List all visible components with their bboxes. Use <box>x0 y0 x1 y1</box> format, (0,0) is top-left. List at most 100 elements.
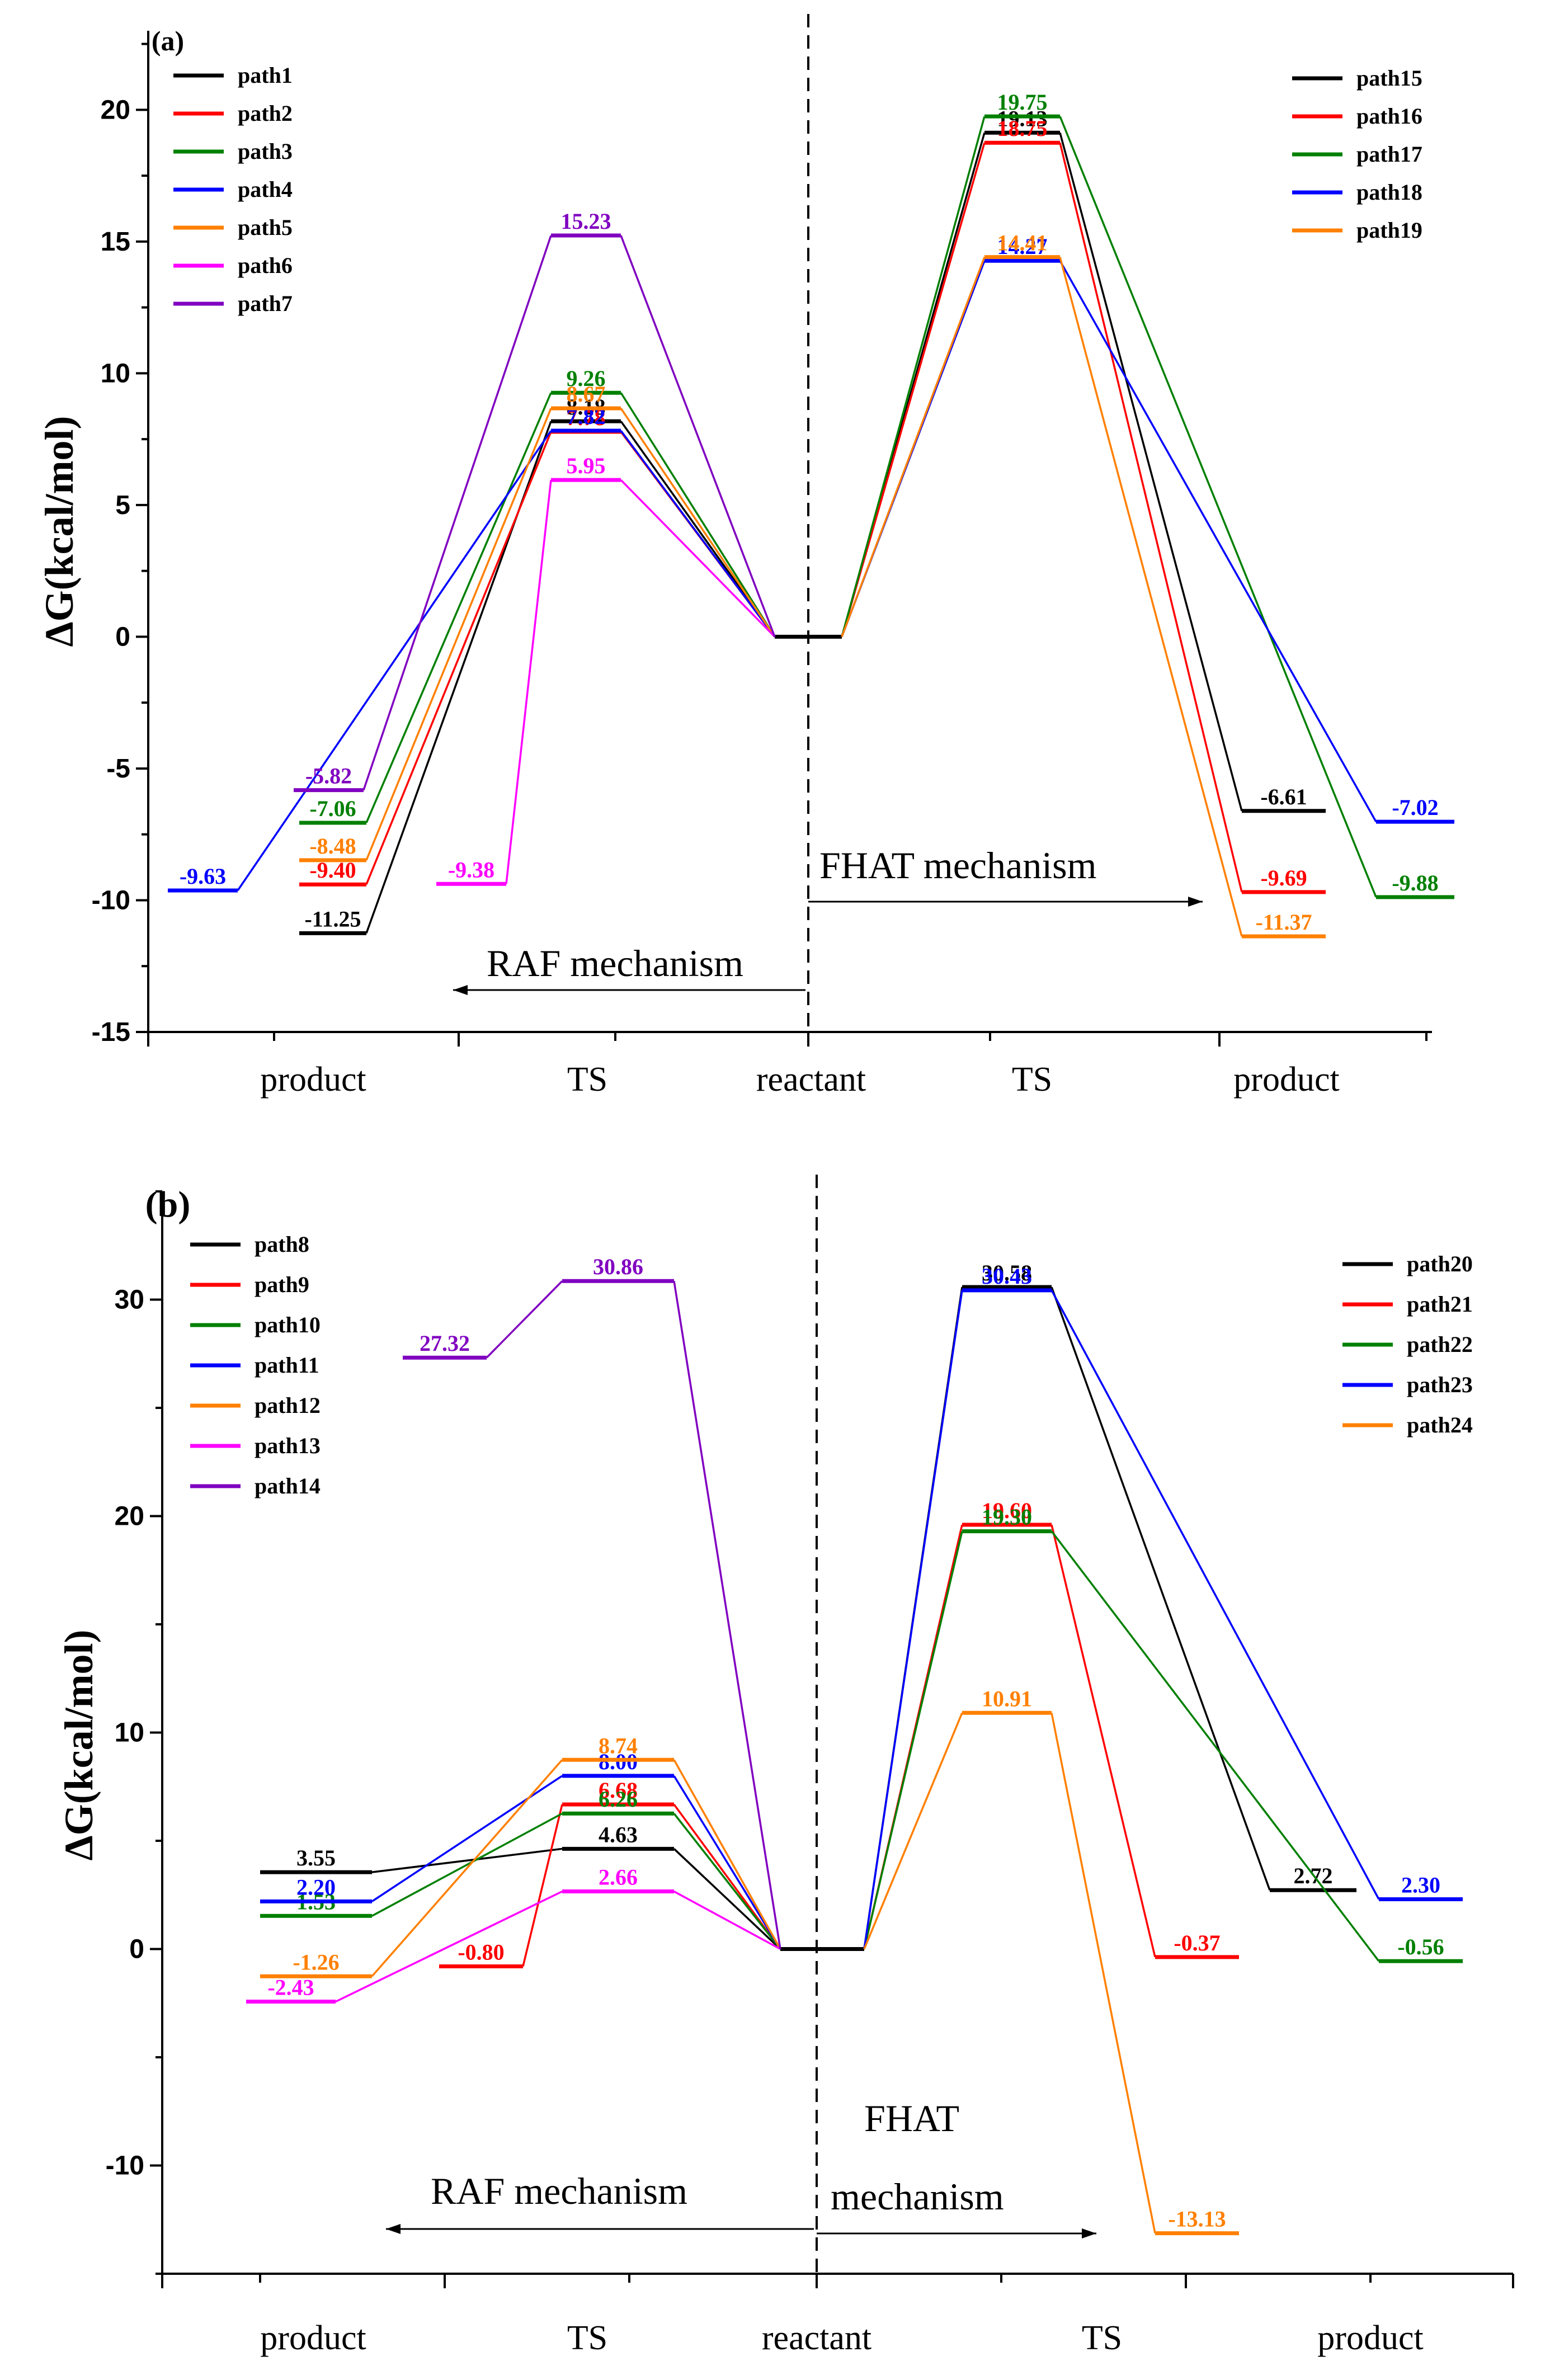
series-path24-connector-reactant-ts <box>863 1712 963 1950</box>
series-path6-connector-ts-reactant <box>620 479 776 638</box>
legend-label-path6: path6 <box>238 253 293 278</box>
legend-label-path13: path13 <box>255 1433 321 1458</box>
legend-label-path1: path1 <box>238 63 293 88</box>
legend-label-path5: path5 <box>238 215 293 240</box>
series-path19-ts-value: 14.41 <box>997 230 1048 256</box>
x-category-label: TS <box>1012 1061 1052 1099</box>
raf-arrow-head <box>386 2224 401 2234</box>
series-path24-ts-value: 10.91 <box>982 1686 1032 1711</box>
legend-label-path9: path9 <box>255 1272 309 1297</box>
x-category-label: TS <box>567 2319 607 2357</box>
series-path19-connector-ts-product <box>1059 257 1243 937</box>
fhat-mechanism-label-line2: mechanism <box>831 2175 1004 2218</box>
series-path18-product-value: -7.02 <box>1392 795 1438 820</box>
legend-label-path20: path20 <box>1407 1251 1473 1276</box>
y-tick-label: 0 <box>129 1935 144 1964</box>
legend-label-path19: path19 <box>1356 218 1422 243</box>
series-path7-product-value: -5.82 <box>305 764 352 789</box>
series-path17-connector-ts-product <box>1059 116 1377 898</box>
series-path1-product-value: -11.25 <box>304 906 361 931</box>
series-path21-ts-value: 19.60 <box>982 1498 1032 1523</box>
series-path11-connector-ts-reactant <box>673 1775 781 1950</box>
legend-label-path7: path7 <box>238 291 293 316</box>
series-path15-ts-value: 19.13 <box>997 106 1048 131</box>
y-tick-label: 30 <box>115 1285 144 1315</box>
fhat-arrow-head <box>1188 897 1203 907</box>
legend-label-path18: path18 <box>1356 180 1422 205</box>
series-path21-connector-ts-product <box>1050 1524 1156 1958</box>
panel-label: (a) <box>152 25 184 56</box>
series-path3-connector-product-ts <box>365 392 552 823</box>
legend-label-path4: path4 <box>238 177 293 202</box>
series-path23-ts-value: 30.43 <box>982 1264 1032 1289</box>
series-path16-connector-ts-product <box>1059 142 1243 893</box>
legend-label-path15: path15 <box>1356 65 1422 91</box>
legend-label-path8: path8 <box>255 1232 309 1257</box>
legend-label-path12: path12 <box>255 1393 321 1418</box>
series-path23-connector-reactant-ts <box>863 1290 963 1949</box>
y-tick-label: 5 <box>115 491 130 520</box>
series-path20-ts-value: 30.58 <box>982 1260 1032 1285</box>
y-tick-label: 20 <box>115 1502 144 1531</box>
series-path8-product-value: 3.55 <box>296 1845 336 1870</box>
series-path10-connector-product-ts <box>371 1812 563 1917</box>
series-path3-ts-value: 9.26 <box>567 366 606 391</box>
series-path4-connector-ts-reactant <box>620 430 776 638</box>
series-path14-ts-value: 30.86 <box>593 1254 643 1279</box>
series-path3-product-value: -7.06 <box>309 796 356 821</box>
series-path16-ts-value: 18.75 <box>997 116 1048 141</box>
series-path4-product-value: -9.63 <box>180 864 226 889</box>
series-path5-product-value: -8.48 <box>309 833 356 859</box>
series-path6-connector-product-ts <box>505 479 552 884</box>
x-category-label: TS <box>567 1061 607 1099</box>
legend-label-path14: path14 <box>255 1473 321 1498</box>
y-tick-label: 10 <box>115 1718 144 1748</box>
series-path18-connector-ts-product <box>1059 260 1377 822</box>
series-path15-product-value: -6.61 <box>1260 784 1307 809</box>
panel-a-chart: 20 15 10 5 0 -5 -10 -15 product TS reactant TS produ… <box>37 14 1454 1099</box>
legend-label-path2: path2 <box>238 101 293 126</box>
series-path15-connector-ts-product <box>1059 132 1243 812</box>
y-axis-title: ΔG(kcal/mol) <box>56 1629 101 1860</box>
x-category-label: product <box>260 1061 366 1099</box>
x-category-label: reactant <box>762 2319 871 2357</box>
series-path4-connector-product-ts <box>237 430 552 892</box>
series-path12-product-value: -1.26 <box>293 1949 339 1974</box>
series-path6-ts-value: 5.95 <box>567 453 606 478</box>
series-path17-product-value: -9.88 <box>1392 870 1438 896</box>
raf-arrow-head <box>453 985 468 995</box>
legend-label-path21: path21 <box>1407 1292 1473 1317</box>
series-path9-connector-product-ts <box>522 1804 563 1967</box>
y-tick-label: -5 <box>106 754 130 784</box>
x-category-label: TS <box>1082 2319 1122 2357</box>
x-category-label: product <box>1317 2319 1423 2357</box>
series-path13-ts-value: 2.66 <box>599 1865 638 1890</box>
series-path21-product-value: -0.37 <box>1174 1930 1220 1955</box>
series-path20-connector-ts-product <box>1050 1286 1271 1891</box>
series-path8-ts-value: 4.63 <box>599 1822 638 1847</box>
series-path22-product-value: -0.56 <box>1397 1934 1444 1959</box>
series-path16-product-value: -9.69 <box>1260 865 1307 890</box>
series-path22-ts-value: 19.30 <box>982 1505 1032 1530</box>
y-tick-label: -10 <box>106 2151 144 2181</box>
legend-label-path16: path16 <box>1356 103 1422 129</box>
legend-label-path24: path24 <box>1407 1412 1473 1438</box>
y-axis-title: ΔG(kcal/mol) <box>37 416 82 647</box>
series-path17-connector-reactant-ts <box>841 116 986 637</box>
y-tick-label: 15 <box>101 227 130 257</box>
legend-label-path17: path17 <box>1356 142 1422 167</box>
raf-mechanism-label: RAF mechanism <box>487 942 743 984</box>
series-path14-product-value: 27.32 <box>420 1331 470 1356</box>
series-path7-connector-ts-reactant <box>620 235 776 638</box>
series-path9-product-value: -0.80 <box>458 1939 504 1964</box>
series-path24-connector-ts-product <box>1050 1712 1156 2233</box>
series-path8-connector-ts-reactant <box>673 1848 781 1950</box>
series-path10-ts-value: 6.26 <box>599 1787 638 1812</box>
series-path24-product-value: -13.13 <box>1168 2207 1226 2232</box>
series-path13-product-value: -2.43 <box>267 1975 314 2000</box>
series-path23-connector-ts-product <box>1050 1290 1380 1900</box>
series-path22-connector-reactant-ts <box>863 1531 963 1949</box>
series-path12-connector-ts-reactant <box>673 1759 781 1950</box>
series-path17-ts-value: 19.75 <box>997 89 1048 115</box>
